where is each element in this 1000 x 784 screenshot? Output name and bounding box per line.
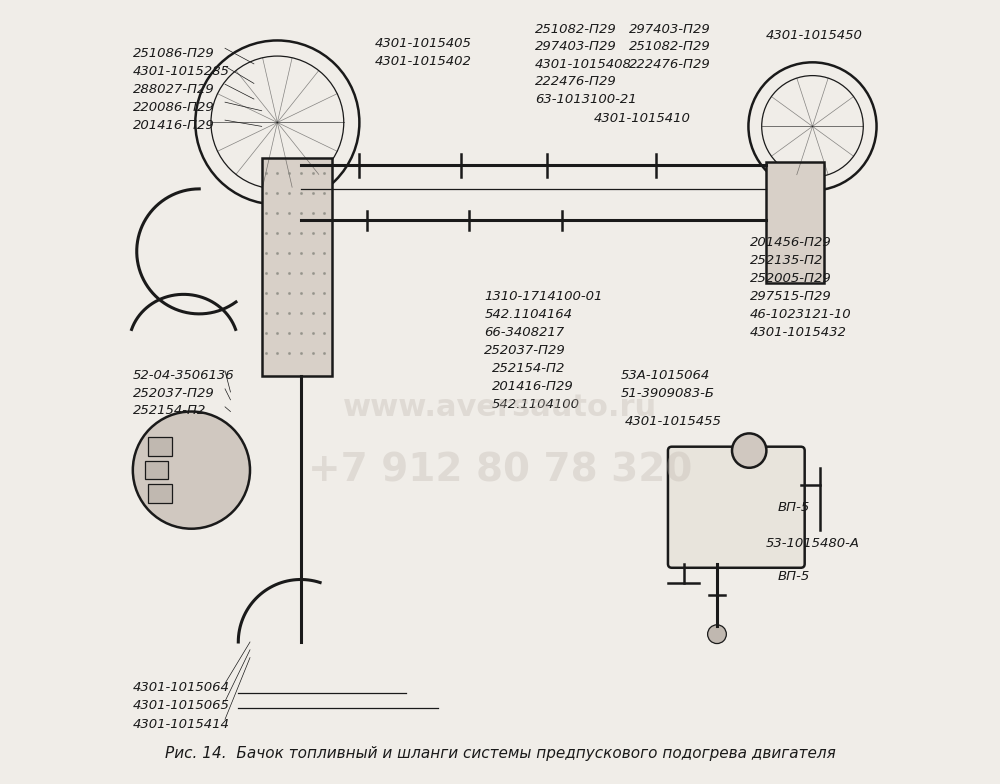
Text: 4301-1015450: 4301-1015450 [766,29,862,42]
Text: ВП-5: ВП-5 [777,570,810,583]
Text: 297403-П29: 297403-П29 [535,41,617,53]
Text: 288027-П29: 288027-П29 [133,83,215,96]
Text: 542.1104100: 542.1104100 [492,398,580,412]
Text: 252154-П2: 252154-П2 [133,405,206,418]
Text: 4301-1015402: 4301-1015402 [375,55,472,67]
Text: 201416-П29: 201416-П29 [133,119,215,132]
Text: 53А-1015064: 53А-1015064 [621,368,710,382]
FancyBboxPatch shape [262,158,332,376]
Text: 222476-П29: 222476-П29 [629,58,711,71]
FancyBboxPatch shape [668,447,805,568]
Text: 63-1013100-21: 63-1013100-21 [535,93,637,106]
Text: Рис. 14.  Бачок топливный и шланги системы предпускового подогрева двигателя: Рис. 14. Бачок топливный и шланги систем… [165,746,835,760]
FancyBboxPatch shape [145,461,168,480]
Text: 252135-П2: 252135-П2 [750,254,823,267]
Text: 4301-1015285: 4301-1015285 [133,65,230,78]
Text: 1310-1714100-01: 1310-1714100-01 [484,290,603,303]
Text: 252037-П29: 252037-П29 [484,344,566,358]
Circle shape [708,625,726,644]
Text: 4301-1015455: 4301-1015455 [625,416,722,428]
Text: 252037-П29: 252037-П29 [133,387,215,400]
Text: 251082-П29: 251082-П29 [629,41,711,53]
Text: 4301-1015065: 4301-1015065 [133,699,230,712]
Text: 251086-П29: 251086-П29 [133,47,215,60]
Text: 46-1023121-10: 46-1023121-10 [750,307,852,321]
Text: 201456-П29: 201456-П29 [750,236,832,249]
Text: ВП-5: ВП-5 [777,502,810,514]
Text: 252154-П2: 252154-П2 [492,362,566,376]
Text: 52-04-3506136: 52-04-3506136 [133,368,234,382]
Text: 66-3408217: 66-3408217 [484,326,565,339]
Text: 4301-1015064: 4301-1015064 [133,681,230,694]
Text: www.aversauto.ru: www.aversauto.ru [343,393,657,422]
Text: 297403-П29: 297403-П29 [629,24,711,36]
Text: 220086-П29: 220086-П29 [133,101,215,114]
Circle shape [732,434,766,468]
Text: 222476-П29: 222476-П29 [535,74,617,88]
Text: 53-1015480-А: 53-1015480-А [766,536,860,550]
Text: 4301-1015414: 4301-1015414 [133,718,230,731]
Text: 4301-1015405: 4301-1015405 [375,37,472,49]
Text: 297515-П29: 297515-П29 [750,289,832,303]
FancyBboxPatch shape [148,485,172,503]
Text: 4301-1015408: 4301-1015408 [535,58,632,71]
Text: 542.1104164: 542.1104164 [484,308,572,321]
FancyBboxPatch shape [148,437,172,456]
Text: 4301-1015432: 4301-1015432 [750,325,847,339]
Text: +7 912 80 78 320: +7 912 80 78 320 [308,451,692,489]
Text: 4301-1015410: 4301-1015410 [594,112,691,125]
Text: 201416-П29: 201416-П29 [492,380,574,394]
Text: 51-3909083-Б: 51-3909083-Б [621,387,715,400]
FancyBboxPatch shape [766,162,824,282]
Text: 251082-П29: 251082-П29 [535,24,617,36]
Text: 252005-П29: 252005-П29 [750,272,832,285]
Circle shape [133,412,250,528]
